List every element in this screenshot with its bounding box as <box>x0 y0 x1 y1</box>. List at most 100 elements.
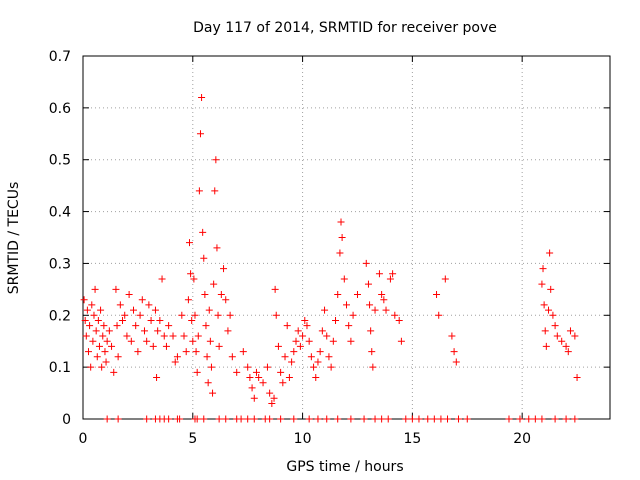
data-point <box>143 337 151 345</box>
zero-data-point <box>200 415 208 423</box>
data-point <box>448 332 456 340</box>
data-point <box>121 311 129 319</box>
data-point <box>88 301 96 309</box>
data-point <box>184 296 192 304</box>
data-point <box>110 368 118 376</box>
data-point <box>378 291 386 299</box>
data-point <box>196 130 204 138</box>
data-point <box>156 316 164 324</box>
data-point <box>206 337 214 345</box>
data-point <box>119 316 127 324</box>
x-tick-label: 5 <box>188 431 197 447</box>
data-point <box>193 368 201 376</box>
data-point <box>368 348 376 356</box>
zero-data-point <box>250 415 258 423</box>
y-axis-title: SRMTID / TECUs <box>6 182 22 295</box>
data-point <box>283 322 291 330</box>
data-point <box>270 394 278 402</box>
data-point <box>113 322 121 330</box>
data-point <box>549 311 557 319</box>
zero-data-point <box>454 415 462 423</box>
data-point <box>571 332 579 340</box>
zero-data-point <box>571 415 579 423</box>
data-point <box>345 322 353 330</box>
data-point <box>217 291 225 299</box>
zero-data-point <box>323 415 331 423</box>
data-point <box>382 306 390 314</box>
data-point <box>294 327 302 335</box>
data-point <box>202 322 210 330</box>
data-point <box>151 306 159 314</box>
data-point <box>325 353 333 361</box>
data-point <box>195 187 203 195</box>
data-point <box>224 327 232 335</box>
zero-data-point <box>444 415 452 423</box>
zero-data-point <box>176 415 184 423</box>
zero-data-point <box>505 415 513 423</box>
data-point <box>103 337 111 345</box>
y-tick-label: 0.4 <box>49 205 71 221</box>
data-point <box>292 337 300 345</box>
zero-value-points <box>103 415 579 423</box>
data-point <box>266 389 274 397</box>
data-points <box>80 93 581 407</box>
data-point <box>566 327 574 335</box>
data-point <box>123 332 131 340</box>
data-point <box>105 327 113 335</box>
data-point <box>263 363 271 371</box>
x-axis-title: GPS time / hours <box>286 459 403 475</box>
data-point <box>336 249 344 257</box>
data-point <box>233 368 241 376</box>
data-point <box>158 275 166 283</box>
data-point <box>274 342 282 350</box>
data-point <box>173 353 181 361</box>
data-point <box>89 337 97 345</box>
data-point <box>81 316 89 324</box>
data-point <box>573 374 581 382</box>
zero-data-point <box>244 415 252 423</box>
x-tick-labels: 0 5 10 15 20 <box>79 431 532 447</box>
data-point <box>191 311 199 319</box>
data-point <box>244 363 252 371</box>
data-point <box>340 275 348 283</box>
data-point <box>329 337 337 345</box>
data-point <box>136 311 144 319</box>
data-point <box>154 327 162 335</box>
zero-data-point <box>215 415 223 423</box>
zero-data-point <box>516 415 524 423</box>
zero-data-point <box>360 415 368 423</box>
data-point <box>318 327 326 335</box>
data-point <box>268 399 276 407</box>
data-point <box>450 348 458 356</box>
zero-data-point <box>531 415 539 423</box>
data-point <box>201 291 209 299</box>
data-point <box>189 337 197 345</box>
data-point <box>100 322 108 330</box>
data-point <box>95 342 103 350</box>
data-point <box>149 342 157 350</box>
data-point <box>252 368 260 376</box>
data-point <box>188 316 196 324</box>
data-point <box>558 337 566 345</box>
data-point <box>83 306 91 314</box>
x-tick-label: 15 <box>403 431 421 447</box>
data-point <box>180 332 188 340</box>
data-point <box>80 296 88 304</box>
data-point <box>127 337 135 345</box>
data-point <box>347 337 355 345</box>
data-point <box>194 332 202 340</box>
zero-data-point <box>415 415 423 423</box>
data-point <box>305 337 313 345</box>
data-point <box>138 296 146 304</box>
x-tick-label: 20 <box>513 431 531 447</box>
x-tick-label: 0 <box>79 431 88 447</box>
data-point <box>160 332 168 340</box>
data-point <box>395 316 403 324</box>
data-point <box>187 270 195 278</box>
data-point <box>228 353 236 361</box>
data-point <box>296 342 304 350</box>
data-point <box>108 342 116 350</box>
data-point <box>272 311 280 319</box>
data-point <box>391 311 399 319</box>
data-point <box>125 291 133 299</box>
